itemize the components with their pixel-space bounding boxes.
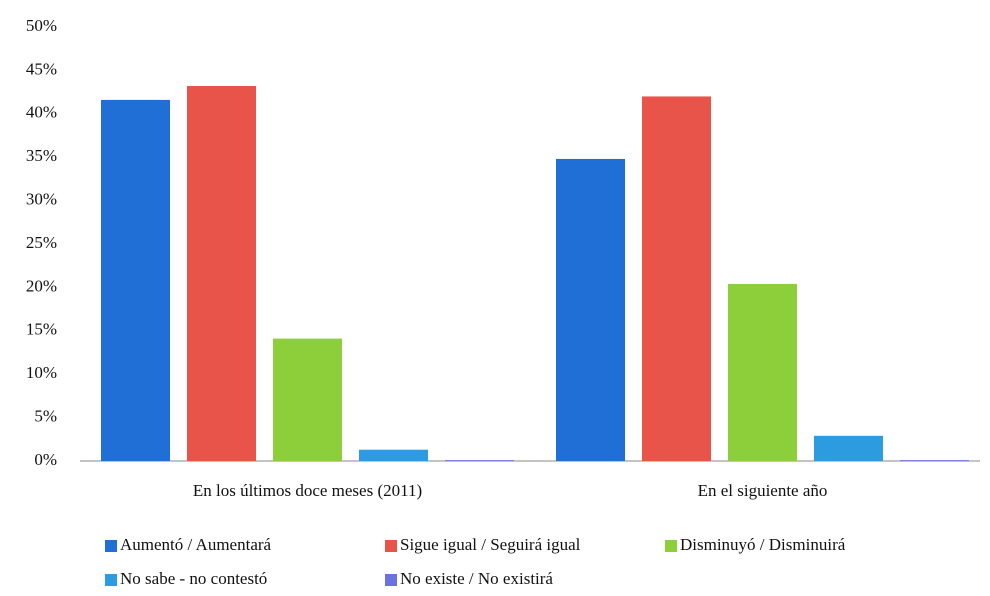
bar <box>359 449 428 461</box>
y-tick-label: 25% <box>26 233 57 252</box>
bar <box>101 99 170 462</box>
bar <box>814 435 883 461</box>
bar <box>556 158 625 461</box>
bar <box>187 86 256 462</box>
bar <box>642 96 711 461</box>
legend-swatch <box>105 540 117 552</box>
bar <box>445 460 514 462</box>
legend-label: No sabe - no contestó <box>120 569 267 588</box>
bar <box>273 338 342 461</box>
y-tick-label: 0% <box>34 450 57 469</box>
legend-label: Disminuyó / Disminuirá <box>680 535 846 554</box>
legend-label: No existe / No existirá <box>400 569 553 588</box>
legend-label: Aumentó / Aumentará <box>120 535 272 554</box>
y-tick-label: 10% <box>26 363 57 382</box>
y-tick-label: 5% <box>34 407 57 426</box>
y-tick-label: 35% <box>26 146 57 165</box>
x-tick-label: En los últimos doce meses (2011) <box>193 481 422 500</box>
y-tick-label: 50% <box>26 16 57 35</box>
x-tick-label: En el siguiente año <box>698 481 828 500</box>
y-tick-label: 40% <box>26 103 57 122</box>
legend-swatch <box>105 574 117 586</box>
legend-label: Sigue igual / Seguirá igual <box>400 535 581 554</box>
legend-swatch <box>665 540 677 552</box>
bar <box>728 283 797 461</box>
y-tick-label: 15% <box>26 320 57 339</box>
y-tick-label: 45% <box>26 59 57 78</box>
legend-swatch <box>385 540 397 552</box>
y-tick-label: 20% <box>26 276 57 295</box>
bar <box>900 460 969 462</box>
y-tick-label: 30% <box>26 190 57 209</box>
legend-swatch <box>385 574 397 586</box>
